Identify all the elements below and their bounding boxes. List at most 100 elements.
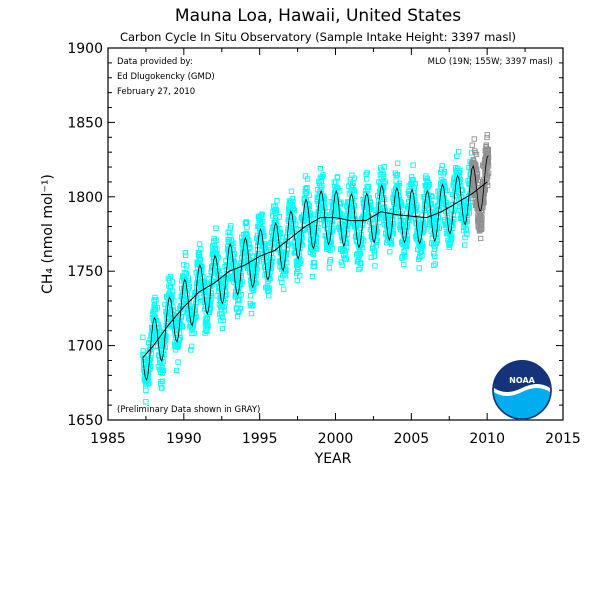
data-point xyxy=(148,350,154,356)
data-point xyxy=(289,201,295,208)
data-point xyxy=(308,216,314,222)
data-point xyxy=(320,172,326,178)
data-point xyxy=(186,283,192,290)
data-point xyxy=(197,257,204,263)
data-point xyxy=(196,241,203,247)
data-point xyxy=(311,260,318,266)
data-point xyxy=(170,304,176,310)
data-point xyxy=(290,206,297,213)
x-tick-label: 2010 xyxy=(469,431,505,447)
data-point xyxy=(176,336,182,343)
data-point xyxy=(192,307,199,313)
data-point xyxy=(484,134,490,141)
data-point xyxy=(343,256,350,262)
data-point xyxy=(409,180,415,186)
data-point xyxy=(444,208,451,214)
data-point xyxy=(367,199,374,205)
data-point xyxy=(222,293,229,299)
y-axis-title: CH₄ (nmol mol⁻¹) xyxy=(40,174,56,294)
data-point xyxy=(429,193,435,200)
data-point xyxy=(485,173,491,180)
data-point xyxy=(243,219,250,225)
data-point xyxy=(155,321,161,328)
data-point xyxy=(214,246,220,252)
data-point xyxy=(253,272,259,279)
data-point xyxy=(285,241,292,247)
data-point xyxy=(250,287,257,293)
data-point xyxy=(322,205,328,211)
data-point xyxy=(344,245,350,251)
data-point xyxy=(381,180,387,186)
data-point xyxy=(230,240,237,246)
y-tick-label: 1700 xyxy=(67,339,103,355)
data-point xyxy=(183,252,189,259)
data-point xyxy=(326,265,333,271)
data-point xyxy=(291,208,298,214)
data-point xyxy=(204,322,211,328)
data-point xyxy=(304,176,311,182)
data-point xyxy=(185,277,192,283)
data-point xyxy=(350,180,356,186)
data-point xyxy=(270,255,276,261)
data-point xyxy=(250,302,256,308)
data-point xyxy=(238,273,245,279)
data-point xyxy=(372,263,378,269)
data-point xyxy=(224,276,230,282)
data-point xyxy=(167,273,174,280)
data-point xyxy=(421,224,427,230)
x-tick-label: 2015 xyxy=(545,431,581,447)
data-point xyxy=(259,211,265,217)
data-point xyxy=(419,253,425,259)
data-point xyxy=(479,215,485,221)
data-point xyxy=(159,365,166,371)
data-point xyxy=(394,172,401,178)
data-point xyxy=(466,203,473,209)
data-point xyxy=(219,325,226,332)
data-point xyxy=(424,175,431,182)
data-point xyxy=(431,246,438,252)
data-point xyxy=(306,203,313,209)
x-tick-label: 1985 xyxy=(90,431,126,447)
data-point xyxy=(337,210,344,216)
data-point xyxy=(371,253,377,259)
data-point xyxy=(272,203,278,210)
y-tick-label: 1650 xyxy=(67,413,103,429)
data-point xyxy=(456,149,462,155)
data-point xyxy=(416,265,422,271)
data-point xyxy=(140,348,146,354)
data-point xyxy=(248,310,255,317)
data-point xyxy=(477,235,484,242)
data-point xyxy=(479,225,485,231)
data-point xyxy=(160,367,167,373)
data-point xyxy=(351,175,357,181)
data-point xyxy=(338,259,344,265)
data-point xyxy=(266,292,272,299)
data-point xyxy=(250,253,256,259)
y-tick-label: 1750 xyxy=(67,264,103,280)
data-point xyxy=(282,272,289,279)
data-point xyxy=(365,183,371,190)
data-point xyxy=(276,214,283,220)
x-tick-label: 2005 xyxy=(394,431,430,447)
data-point xyxy=(450,225,456,231)
data-point xyxy=(381,164,387,170)
data-point xyxy=(412,180,418,187)
preliminary-note: (Preliminary Data shown in GRAY) xyxy=(117,405,260,415)
data-point xyxy=(267,269,274,275)
trend-line xyxy=(142,181,488,358)
chart-subtitle: Carbon Cycle In Situ Observatory (Sample… xyxy=(120,30,516,44)
data-point xyxy=(191,330,197,336)
series-cyan-points xyxy=(140,149,475,405)
data-point xyxy=(260,218,266,225)
data-point xyxy=(317,166,323,172)
data-point xyxy=(274,198,280,204)
provider-name: Ed Dlugokencky (GMD) xyxy=(117,72,215,82)
data-point xyxy=(214,251,220,258)
data-point xyxy=(368,211,374,217)
data-point xyxy=(344,231,350,237)
data-point xyxy=(464,219,470,225)
data-point xyxy=(307,210,313,216)
data-point xyxy=(174,344,181,351)
monthly-mean-line xyxy=(142,155,489,382)
data-point xyxy=(284,246,290,252)
